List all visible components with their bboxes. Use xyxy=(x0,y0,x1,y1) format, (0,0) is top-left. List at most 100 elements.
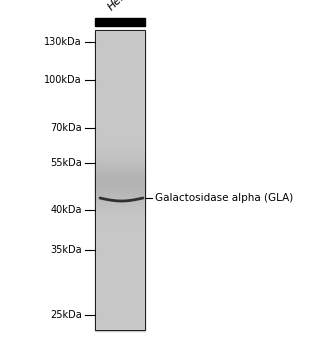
Bar xyxy=(95,259,145,260)
Bar xyxy=(95,281,145,282)
Bar xyxy=(95,57,145,58)
Bar xyxy=(95,186,145,188)
Bar xyxy=(95,223,145,224)
Bar xyxy=(95,277,145,279)
Bar xyxy=(95,178,145,180)
Bar xyxy=(95,161,145,162)
Bar xyxy=(95,216,145,217)
Bar xyxy=(95,320,145,322)
Bar xyxy=(95,36,145,37)
Bar xyxy=(95,102,145,104)
Bar xyxy=(95,46,145,48)
Bar xyxy=(95,54,145,56)
Bar xyxy=(95,173,145,175)
Bar xyxy=(95,34,145,35)
Bar xyxy=(95,209,145,210)
Bar xyxy=(95,196,145,197)
Bar xyxy=(95,165,145,167)
Bar xyxy=(95,53,145,55)
Bar xyxy=(95,128,145,130)
Bar xyxy=(95,228,145,230)
Bar xyxy=(95,95,145,97)
Bar xyxy=(95,135,145,136)
Bar xyxy=(95,138,145,140)
Bar xyxy=(95,249,145,251)
Bar xyxy=(95,261,145,262)
Bar xyxy=(95,157,145,159)
Bar xyxy=(95,219,145,220)
Bar xyxy=(95,73,145,75)
Bar xyxy=(95,273,145,274)
Bar xyxy=(95,212,145,214)
Bar xyxy=(95,112,145,113)
Bar xyxy=(95,168,145,169)
Bar xyxy=(95,93,145,95)
Bar xyxy=(95,136,145,138)
Bar xyxy=(95,222,145,224)
Bar xyxy=(95,251,145,252)
Bar xyxy=(95,225,145,226)
Bar xyxy=(95,285,145,287)
Bar xyxy=(95,206,145,208)
Bar xyxy=(95,99,145,100)
Bar xyxy=(95,88,145,90)
Bar xyxy=(95,304,145,306)
Bar xyxy=(95,282,145,284)
Bar xyxy=(95,256,145,258)
Bar xyxy=(95,52,145,54)
Bar xyxy=(95,153,145,154)
Bar xyxy=(95,108,145,110)
Bar xyxy=(95,226,145,228)
Bar xyxy=(95,123,145,125)
Bar xyxy=(95,171,145,173)
Bar xyxy=(95,217,145,218)
Bar xyxy=(95,204,145,205)
Bar xyxy=(95,271,145,273)
Bar xyxy=(95,116,145,118)
Bar xyxy=(95,286,145,287)
Bar xyxy=(95,61,145,63)
Bar xyxy=(95,288,145,289)
Bar xyxy=(95,30,145,330)
Bar xyxy=(95,111,145,112)
Bar xyxy=(95,214,145,216)
Bar xyxy=(95,294,145,295)
Bar xyxy=(95,132,145,133)
Bar xyxy=(95,110,145,112)
Bar xyxy=(95,91,145,92)
Bar xyxy=(95,215,145,217)
Bar xyxy=(95,316,145,317)
Text: HeLa: HeLa xyxy=(107,0,134,12)
Bar xyxy=(95,188,145,189)
Bar xyxy=(95,180,145,182)
Bar xyxy=(95,114,145,116)
Bar xyxy=(95,183,145,184)
Bar xyxy=(95,268,145,270)
Bar xyxy=(95,210,145,211)
Bar xyxy=(95,42,145,43)
Bar xyxy=(95,266,145,267)
Bar xyxy=(95,189,145,190)
Bar xyxy=(95,205,145,206)
Bar xyxy=(95,323,145,324)
Bar xyxy=(95,264,145,266)
Bar xyxy=(95,82,145,84)
Bar xyxy=(95,280,145,281)
Bar xyxy=(95,220,145,222)
Bar xyxy=(95,85,145,86)
Bar xyxy=(95,142,145,144)
Bar xyxy=(95,170,145,172)
Bar xyxy=(95,236,145,238)
Bar xyxy=(95,232,145,233)
Bar xyxy=(95,71,145,72)
Bar xyxy=(95,197,145,198)
Bar xyxy=(95,278,145,280)
Bar xyxy=(95,68,145,70)
Bar xyxy=(95,145,145,147)
Text: 40kDa: 40kDa xyxy=(50,205,82,215)
Bar xyxy=(95,86,145,88)
Bar xyxy=(95,246,145,247)
Bar xyxy=(95,211,145,212)
Bar xyxy=(95,255,145,257)
Bar xyxy=(95,151,145,153)
